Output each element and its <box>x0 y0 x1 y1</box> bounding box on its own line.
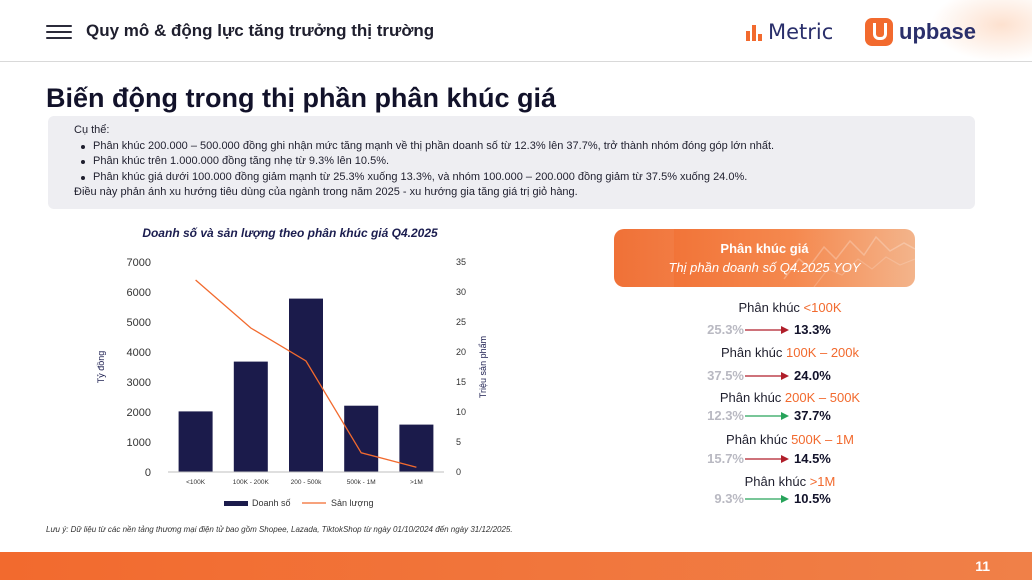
trend-arrow-up-icon <box>745 495 789 503</box>
summary-intro: Cụ thể: <box>74 124 110 136</box>
x-tick-label: 500k - 1M <box>347 479 376 486</box>
summary-conclusion: Điều này phản ánh xu hướng tiêu dùng của… <box>74 186 578 199</box>
trend-arrow-down-icon <box>745 372 789 380</box>
x-tick-label: >1M <box>410 479 423 486</box>
bar-3 <box>289 298 323 472</box>
card-heading: Phân khúc giá <box>720 241 809 256</box>
card-background-pattern <box>614 229 915 287</box>
y2-tick-label: 10 <box>456 407 466 417</box>
upbase-logo: upbase <box>865 18 976 46</box>
metric-logo-text: Metric <box>768 20 834 44</box>
chart-title: Doanh số và sản lượng theo phân khúc giá… <box>142 226 438 240</box>
upbase-logo-text: upbase <box>899 19 977 44</box>
legend-line-label: Sản lượng <box>331 498 373 508</box>
segment-prefix: Phân khúc <box>726 432 792 447</box>
segment-share-row: 15.7% 14.5% <box>700 451 900 467</box>
x-tick-label: <100K <box>186 479 206 486</box>
bar-4 <box>344 405 379 472</box>
segment-prefix: Phân khúc <box>719 390 785 405</box>
y-tick-label: 2000 <box>127 407 151 419</box>
segment-label: Phân khúc <100K <box>665 300 915 315</box>
segment-range: 100K – 200k <box>786 345 860 360</box>
summary-bullet-list: Phân khúc 200.000 – 500.000 đồng ghi nhậ… <box>74 139 961 186</box>
y-tick-label: 0 <box>145 467 151 479</box>
segment-label: Phân khúc 100K – 200k <box>665 345 915 360</box>
segment-share-row: 25.3% 13.3% <box>700 322 900 338</box>
bar-1 <box>178 411 213 472</box>
y2-tick-label: 20 <box>456 347 466 357</box>
summary-bullet: Phân khúc 200.000 – 500.000 đồng ghi nhậ… <box>80 139 961 155</box>
bar-5 <box>399 424 434 472</box>
metric-logo: Metric <box>746 20 834 44</box>
legend-bar-label: Doanh số <box>252 498 291 508</box>
segment-label: Phân khúc 200K – 500K <box>665 390 915 405</box>
segment-share-row: 37.5% 24.0% <box>700 368 900 384</box>
card-subheading: Thị phần doanh số Q4.2025 YOY <box>668 260 861 275</box>
header-title: Quy mô & động lực tăng trưởng thị trường <box>86 21 435 40</box>
segment-range: <100K <box>803 300 842 315</box>
segment-prefix: Phân khúc <box>738 300 804 315</box>
y-tick-label: 7000 <box>127 257 151 269</box>
x-tick-label: 200 - 500k <box>291 479 322 486</box>
share-from-value: 9.3% <box>714 491 744 506</box>
price-segment-card: Phân khúc giá Thị phần doanh số Q4.2025 … <box>614 229 915 287</box>
footnote: Lưu ý: Dữ liệu từ các nền tảng thương mạ… <box>46 525 513 534</box>
y-axis-label: Tỷ đồng <box>96 351 106 384</box>
y2-tick-label: 0 <box>456 467 461 477</box>
upbase-logo-mark-icon <box>865 18 893 46</box>
share-to-value: 24.0% <box>794 368 831 383</box>
page-title: Biến động trong thị phần phân khúc giá <box>46 83 556 113</box>
share-to-value: 37.7% <box>794 408 831 423</box>
y-tick-label: 5000 <box>127 317 151 329</box>
y2-axis-label: Triệu sản phẩm <box>478 336 488 398</box>
segment-prefix: Phân khúc <box>720 345 787 360</box>
share-from-value: 12.3% <box>707 408 744 423</box>
legend-bar-swatch <box>224 501 248 506</box>
x-tick-label: 100K - 200K <box>233 479 270 486</box>
share-from-value: 25.3% <box>707 322 744 337</box>
y2-tick-label: 30 <box>456 287 466 297</box>
footer-bar: 11 <box>0 552 1032 580</box>
y-tick-label: 3000 <box>127 377 151 389</box>
page-number: 11 <box>975 558 990 574</box>
bar-2 <box>233 361 268 472</box>
summary-bullet: Phân khúc giá dưới 100.000 đồng giảm mạn… <box>80 170 961 186</box>
share-to-value: 13.3% <box>794 322 831 337</box>
segment-prefix: Phân khúc <box>744 474 810 489</box>
segment-range: 500K – 1M <box>791 432 854 447</box>
hamburger-menu-icon[interactable] <box>46 25 72 39</box>
sales-volume-chart: Tỷ đồng Triệu sản phẩm0100020003000400050… <box>96 257 488 508</box>
trend-arrow-down-icon <box>745 326 789 334</box>
segment-range: 200K – 500K <box>784 390 861 405</box>
segment-range: >1M <box>809 474 836 489</box>
summary-box: Cụ thể: Phân khúc 200.000 – 500.000 đồng… <box>48 116 975 209</box>
share-from-value: 37.5% <box>707 368 744 383</box>
y-tick-label: 4000 <box>127 347 151 359</box>
segment-share-row: 12.3% 37.7% <box>700 408 900 424</box>
trend-arrow-up-icon <box>745 412 789 420</box>
y2-tick-label: 5 <box>456 437 461 447</box>
share-from-value: 15.7% <box>707 451 744 466</box>
y2-tick-label: 35 <box>456 257 466 267</box>
segment-label: Phân khúc >1M <box>665 474 915 489</box>
segment-share-row: 9.3% 10.5% <box>700 491 900 507</box>
summary-bullet: Phân khúc trên 1.000.000 đồng tăng nhẹ t… <box>80 154 961 170</box>
segment-label: Phân khúc 500K – 1M <box>665 432 915 447</box>
y-tick-label: 1000 <box>127 437 151 449</box>
share-to-value: 14.5% <box>794 451 831 466</box>
y2-tick-label: 25 <box>456 317 466 327</box>
y-tick-label: 6000 <box>127 287 151 299</box>
metric-logo-bars-icon <box>746 23 762 41</box>
y2-tick-label: 15 <box>456 377 466 387</box>
trend-arrow-down-icon <box>745 455 789 463</box>
header-glow-decoration <box>930 0 1032 62</box>
share-to-value: 10.5% <box>794 491 831 506</box>
header-bar: Quy mô & động lực tăng trưởng thị trường… <box>0 0 1032 62</box>
